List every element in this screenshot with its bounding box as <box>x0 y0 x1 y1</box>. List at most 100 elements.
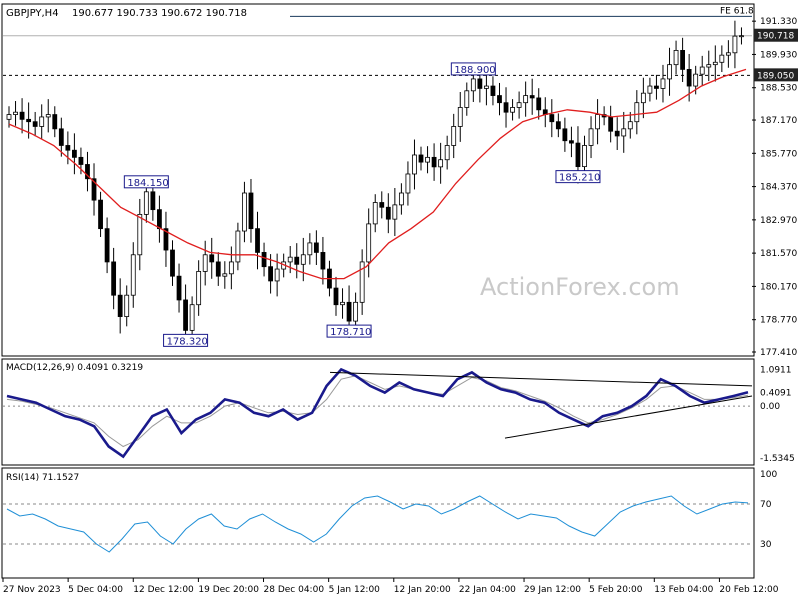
price-candle-body <box>398 192 404 206</box>
price-axis-tick-label: 191.330 <box>760 17 797 27</box>
macd-axis-tick-label: 0.00 <box>760 402 780 412</box>
price-panel-frame <box>1 3 755 357</box>
price-candle-body <box>137 213 143 256</box>
swing-label-box <box>326 324 372 338</box>
swing-label: 178.320 <box>167 336 208 347</box>
swing-label: 185.210 <box>559 173 600 184</box>
price-candle-body <box>719 54 725 63</box>
price-candle-body <box>569 140 574 144</box>
price-candle-body <box>510 107 515 113</box>
swing-label-box <box>450 62 496 76</box>
price-candle-body <box>392 204 398 220</box>
price-candle-body <box>575 142 581 168</box>
price-axis-tick-label: 187.170 <box>760 116 797 126</box>
price-candle-body <box>32 121 38 127</box>
price-candle-body <box>104 228 110 263</box>
price-axis-tick-label: 177.410 <box>760 348 797 358</box>
price-candle-body <box>71 149 77 158</box>
price-candle-body <box>39 116 45 127</box>
price-candle-body <box>614 130 620 137</box>
price-axis-tick-label: 185.770 <box>760 149 797 159</box>
price-candle-body <box>680 50 686 70</box>
price-candle-body <box>222 273 228 277</box>
fe-61-8-label: FE 61.8 <box>720 6 754 16</box>
macd-upper-trendline <box>329 371 753 387</box>
macd-axis-tick-label: -1.5345 <box>760 454 795 464</box>
price-candle-body <box>91 178 97 201</box>
price-candle-body <box>660 78 666 89</box>
price-candle-body <box>85 164 90 180</box>
price-candle-body <box>366 223 372 263</box>
price-axis-tick-label: 181.570 <box>760 249 797 259</box>
price-candle-body <box>235 230 241 263</box>
price-candle-body <box>562 128 568 142</box>
price-candle-body <box>248 192 254 230</box>
price-candle-body <box>189 304 195 331</box>
price-axis-tick-label: 180.170 <box>760 282 797 292</box>
x-axis-tick-label: 27 Nov 2023 <box>3 585 61 595</box>
price-candle-body <box>549 114 555 123</box>
price-candle-body <box>307 242 313 256</box>
price-candle-body <box>287 256 293 263</box>
price-candle-body <box>143 191 149 215</box>
price-candle-body <box>98 199 103 230</box>
price-axis-tick-label: 189.930 <box>760 50 797 60</box>
price-candle-body <box>627 121 633 130</box>
price-candle-body <box>58 128 64 146</box>
price-candle-body <box>372 202 378 225</box>
price-axis-tick-label: 184.370 <box>760 183 797 193</box>
price-candle-body <box>470 78 476 92</box>
price-candle-body <box>457 107 463 127</box>
symbol-label: GBPJPY,H4 <box>6 8 59 19</box>
price-candle-body <box>405 173 411 194</box>
price-candle-body <box>124 294 130 317</box>
rsi-axis-tick-label: 30 <box>760 540 772 550</box>
moving-average-line <box>8 68 747 280</box>
price-candle-body <box>228 261 234 275</box>
price-candle-body <box>477 78 483 89</box>
price-candle-body <box>412 154 417 175</box>
price-candle-body <box>647 85 653 94</box>
price-candle-body <box>667 64 672 80</box>
swing-label: 188.900 <box>454 65 495 76</box>
x-axis-tick-label: 22 Jan 04:00 <box>459 585 516 595</box>
price-candle-body <box>634 102 640 123</box>
macd-label: MACD(12,26,9) 0.4091 0.3219 <box>6 363 143 373</box>
price-candle-body <box>529 95 535 99</box>
price-candle-body <box>686 69 692 87</box>
price-candle-body <box>451 126 457 146</box>
price-candle-body <box>268 266 273 282</box>
price-candle-body <box>215 261 221 277</box>
price-candle-body <box>346 301 352 322</box>
price-candle-body <box>176 275 182 301</box>
price-candle-body <box>385 206 391 220</box>
price-candle-body <box>490 85 496 96</box>
x-axis-tick-label: 19 Dec 20:00 <box>198 585 259 595</box>
price-candle-body <box>163 228 169 251</box>
price-candle-body <box>333 287 339 306</box>
price-candle-body <box>13 111 18 115</box>
macd-lower-trendline <box>504 395 753 439</box>
price-candle-body <box>582 145 587 168</box>
swing-label-box <box>163 333 209 347</box>
price-candle-body <box>588 128 594 146</box>
rsi-panel-frame <box>1 467 755 579</box>
price-candle-body <box>340 301 345 306</box>
price-candle-body <box>359 261 365 303</box>
price-candle-body <box>170 249 175 277</box>
price-candle-body <box>640 92 646 104</box>
price-candle-body <box>261 252 267 268</box>
rsi-axis-tick-label: 100 <box>760 470 777 480</box>
price-axis-tick-label: 178.770 <box>760 316 797 326</box>
price-candle-body <box>699 66 705 75</box>
price-candle-body <box>484 85 489 89</box>
price-candle-body <box>555 121 561 130</box>
price-candle-body <box>45 114 51 118</box>
price-candle-body <box>111 261 117 296</box>
price-candle-body <box>78 156 84 165</box>
price-candle-body <box>242 192 247 232</box>
price-candle-body <box>673 50 679 66</box>
price-candle-body <box>693 73 699 87</box>
price-candle-body <box>313 242 319 253</box>
